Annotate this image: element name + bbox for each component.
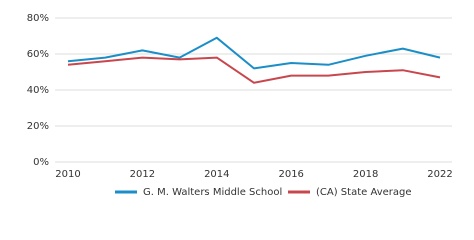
- chart: 0% 20% 40% 60% 80% 2010 2012 2014 2016 2018 2022 G.…: [27, 13, 453, 198]
- y-tick-label: 20%: [27, 121, 49, 132]
- y-tick-label: 80%: [27, 13, 49, 24]
- y-tick-label: 0%: [33, 157, 49, 168]
- x-tick-label: 2022: [427, 169, 452, 180]
- series-line: [67, 36, 441, 70]
- series-line: [67, 56, 441, 84]
- y-tick-label: 40%: [27, 85, 49, 96]
- legend-label: (CA) State Average: [316, 187, 412, 198]
- x-tick-label: 2012: [130, 169, 155, 180]
- y-tick-label: 60%: [27, 49, 49, 60]
- x-tick-label: 2018: [353, 169, 378, 180]
- legend-label: G. M. Walters Middle School: [143, 187, 282, 198]
- x-tick-label: 2016: [278, 169, 303, 180]
- x-tick-label: 2010: [55, 169, 80, 180]
- x-tick-label: 2014: [204, 169, 229, 180]
